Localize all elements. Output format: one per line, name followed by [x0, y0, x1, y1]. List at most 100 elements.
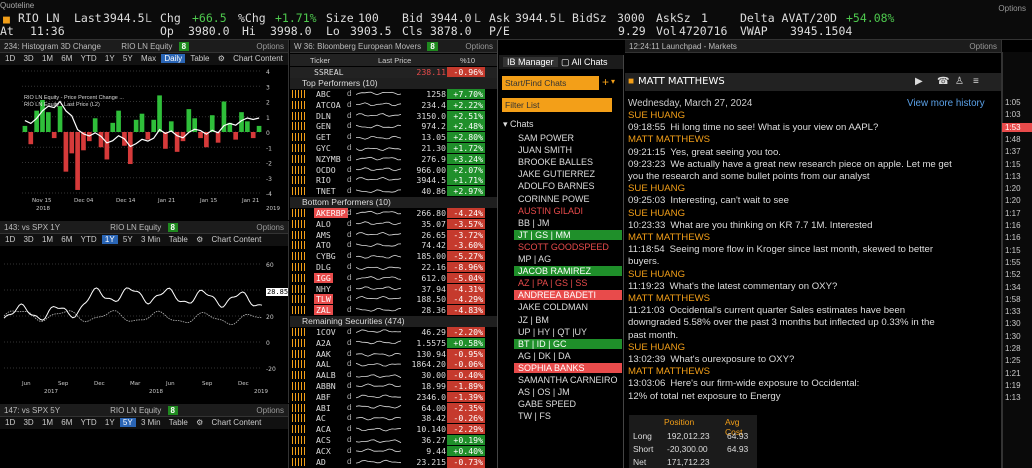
spx2-chart-content-button[interactable]: Chart Content: [211, 418, 262, 427]
alert-time[interactable]: 1:30: [1005, 319, 1021, 329]
alert-time[interactable]: 1:34: [1005, 282, 1021, 292]
chevron-down-icon[interactable]: ▾: [611, 77, 616, 86]
spx-options-button[interactable]: Options: [256, 223, 284, 232]
alert-time[interactable]: 1:53: [1002, 122, 1032, 132]
video-icon[interactable]: ▶: [915, 76, 923, 87]
alert-time[interactable]: 1:21: [1005, 368, 1021, 378]
hist-tab-5[interactable]: 1Y: [104, 54, 115, 63]
spx-tab-4[interactable]: YTD: [80, 235, 97, 244]
top-performers-header[interactable]: Top Performers (10): [290, 78, 497, 89]
quote-options-button[interactable]: Options: [998, 4, 1026, 13]
chat-list-item[interactable]: GABE SPEED: [518, 399, 577, 410]
bottom-performers-header[interactable]: Bottom Performers (10): [290, 197, 497, 208]
spx-tab-7[interactable]: 3 Min: [140, 235, 161, 244]
table-row[interactable]: IGG d 612.0 -5.04%: [290, 272, 497, 284]
filter-list-input[interactable]: Filter List: [502, 98, 612, 112]
chart-gear-icon[interactable]: ⚙: [196, 235, 204, 244]
hist-tab-0[interactable]: 1D: [5, 54, 16, 63]
spx2-security[interactable]: RIO LN Equity: [110, 406, 162, 415]
tab-all-chats[interactable]: ▢ All Chats: [561, 57, 608, 68]
chat-list-item[interactable]: ADOLFO BARNES: [518, 181, 595, 192]
remaining-securities-header[interactable]: Remaining Securities (474): [290, 316, 497, 327]
hist-tab-6[interactable]: 5Y: [122, 54, 133, 63]
table-row[interactable]: NHY d 37.94 -4.31%: [290, 283, 497, 295]
alert-time[interactable]: 1:33: [1005, 307, 1021, 317]
chat-list-item[interactable]: TW | FS: [518, 411, 551, 422]
spx-tab-6[interactable]: 5Y: [122, 235, 133, 244]
table-row[interactable]: OCDO d 966.00 +2.07%: [290, 164, 497, 176]
chat-list-item[interactable]: JAKE GUTIERREZ: [518, 169, 596, 180]
chat-list-item[interactable]: AZ | PA | GS | SS: [518, 278, 588, 289]
hist-table-button[interactable]: Table: [190, 54, 210, 63]
hist-tab-7[interactable]: Max: [140, 54, 157, 63]
chat-list-item[interactable]: AS | OS | JM: [518, 387, 570, 398]
spx2-tab-4[interactable]: YTD: [80, 418, 97, 427]
alert-time[interactable]: 1:03: [1005, 110, 1021, 120]
table-row[interactable]: ACX d 9.44 +0.40%: [290, 445, 497, 457]
index-row[interactable]: SSREAL 238.11 -0.96%: [290, 67, 497, 78]
table-row[interactable]: CYBG d 185.00 -5.27%: [290, 251, 497, 262]
alert-time[interactable]: 1:13: [1005, 393, 1021, 403]
alert-time[interactable]: 1:25: [1005, 356, 1021, 366]
spx2-tab-8[interactable]: Table: [168, 418, 188, 427]
table-row[interactable]: ABBN d 18.99 -1.89%: [290, 381, 497, 392]
table-row[interactable]: ATO d 74.42 -3.60%: [290, 240, 497, 251]
chat-list-item[interactable]: SCOTT GOODSPEED: [518, 241, 609, 252]
histogram-security[interactable]: RIO LN Equity: [121, 42, 173, 51]
chat-list-item[interactable]: SAM POWER: [518, 133, 575, 143]
alert-time[interactable]: 1:37: [1005, 147, 1021, 157]
chat-list-item[interactable]: BT | ID | GC: [514, 338, 622, 349]
table-row[interactable]: A2A d 1.5575 +0.58%: [290, 337, 497, 349]
table-row[interactable]: AD d 23.215 -0.73%: [290, 456, 497, 468]
spx2-tab-5[interactable]: 1Y: [104, 418, 115, 427]
hist-tab-2[interactable]: 1M: [41, 54, 54, 63]
spx2-tab-1[interactable]: 3D: [23, 418, 34, 427]
table-row[interactable]: ZAL d 28.36 -4.83%: [290, 305, 497, 316]
chats-group-header[interactable]: ▾ Chats: [503, 119, 534, 130]
chat-list-item[interactable]: UP | HY | QT |UY: [518, 326, 588, 337]
alert-time[interactable]: 1:13: [1005, 171, 1021, 181]
hist-chart-content-button[interactable]: Chart Content: [233, 54, 283, 63]
table-row[interactable]: AC d 38.42 -0.26%: [290, 413, 497, 424]
chat-contact-name[interactable]: MATT MATTHEWS: [638, 76, 725, 87]
alert-time[interactable]: 1:20: [1005, 184, 1021, 194]
alert-time[interactable]: 1:58: [1005, 294, 1021, 304]
hist-tab-selected[interactable]: Daily: [161, 54, 186, 63]
alert-time[interactable]: 1:20: [1005, 196, 1021, 206]
menu-icon[interactable]: ≡: [973, 76, 979, 87]
spx-tab-8[interactable]: Table: [168, 235, 188, 244]
spx2-tab-3[interactable]: 6M: [61, 418, 73, 427]
alert-time[interactable]: 1:28: [1005, 344, 1021, 353]
table-row[interactable]: AAL d 1864.20 -0.06%: [290, 359, 497, 370]
table-row[interactable]: GYC d 21.30 +1.72%: [290, 143, 497, 154]
start-chat-input[interactable]: Start/Find Chats: [502, 76, 599, 90]
chat-list-item[interactable]: CORINNE POWE: [518, 193, 590, 204]
table-row[interactable]: AMS d 26.65 -3.72%: [290, 229, 497, 241]
table-row[interactable]: ACS d 36.27 +0.19%: [290, 435, 497, 446]
spx-tab-selected[interactable]: 1Y: [101, 235, 118, 244]
movers-col-pct[interactable]: %10: [460, 56, 476, 65]
chat-list-item[interactable]: BB | JM: [518, 217, 550, 228]
chat-list-item[interactable]: BROOKE BALLES: [518, 157, 594, 168]
hist-tab-4[interactable]: YTD: [80, 54, 97, 63]
alert-time[interactable]: 1:52: [1005, 270, 1021, 280]
table-row[interactable]: 1COV d 46.29 -2.20%: [290, 327, 497, 338]
table-row[interactable]: NZYMB d 276.9 +3.24%: [290, 153, 497, 165]
table-row[interactable]: GET d 13.05 +2.80%: [290, 132, 497, 143]
alert-time[interactable]: 1:16: [1005, 233, 1021, 243]
spx-tab-1[interactable]: 3D: [23, 235, 34, 244]
table-row[interactable]: TNET d 40.86 +2.97%: [290, 186, 497, 197]
spx2-options-button[interactable]: Options: [256, 406, 284, 415]
table-row[interactable]: AAK d 130.94 -0.95%: [290, 348, 497, 360]
table-row[interactable]: ABF d 2346.0 -1.39%: [290, 391, 497, 403]
movers-col-ticker[interactable]: Ticker: [310, 56, 331, 65]
chat-list-item[interactable]: MP | AG: [518, 254, 552, 264]
movers-options-button[interactable]: Options: [465, 42, 493, 51]
chat-list-item[interactable]: JUAN SMITH: [518, 145, 572, 156]
histogram-options-button[interactable]: Options: [256, 42, 284, 51]
table-row[interactable]: ALO d 35.07 -3.57%: [290, 218, 497, 230]
chart-gear-icon[interactable]: ⚙: [217, 54, 225, 63]
alert-time[interactable]: 1:16: [1005, 221, 1021, 230]
view-more-history-link[interactable]: View more history: [907, 98, 985, 109]
spx-chart-content-button[interactable]: Chart Content: [211, 235, 262, 244]
